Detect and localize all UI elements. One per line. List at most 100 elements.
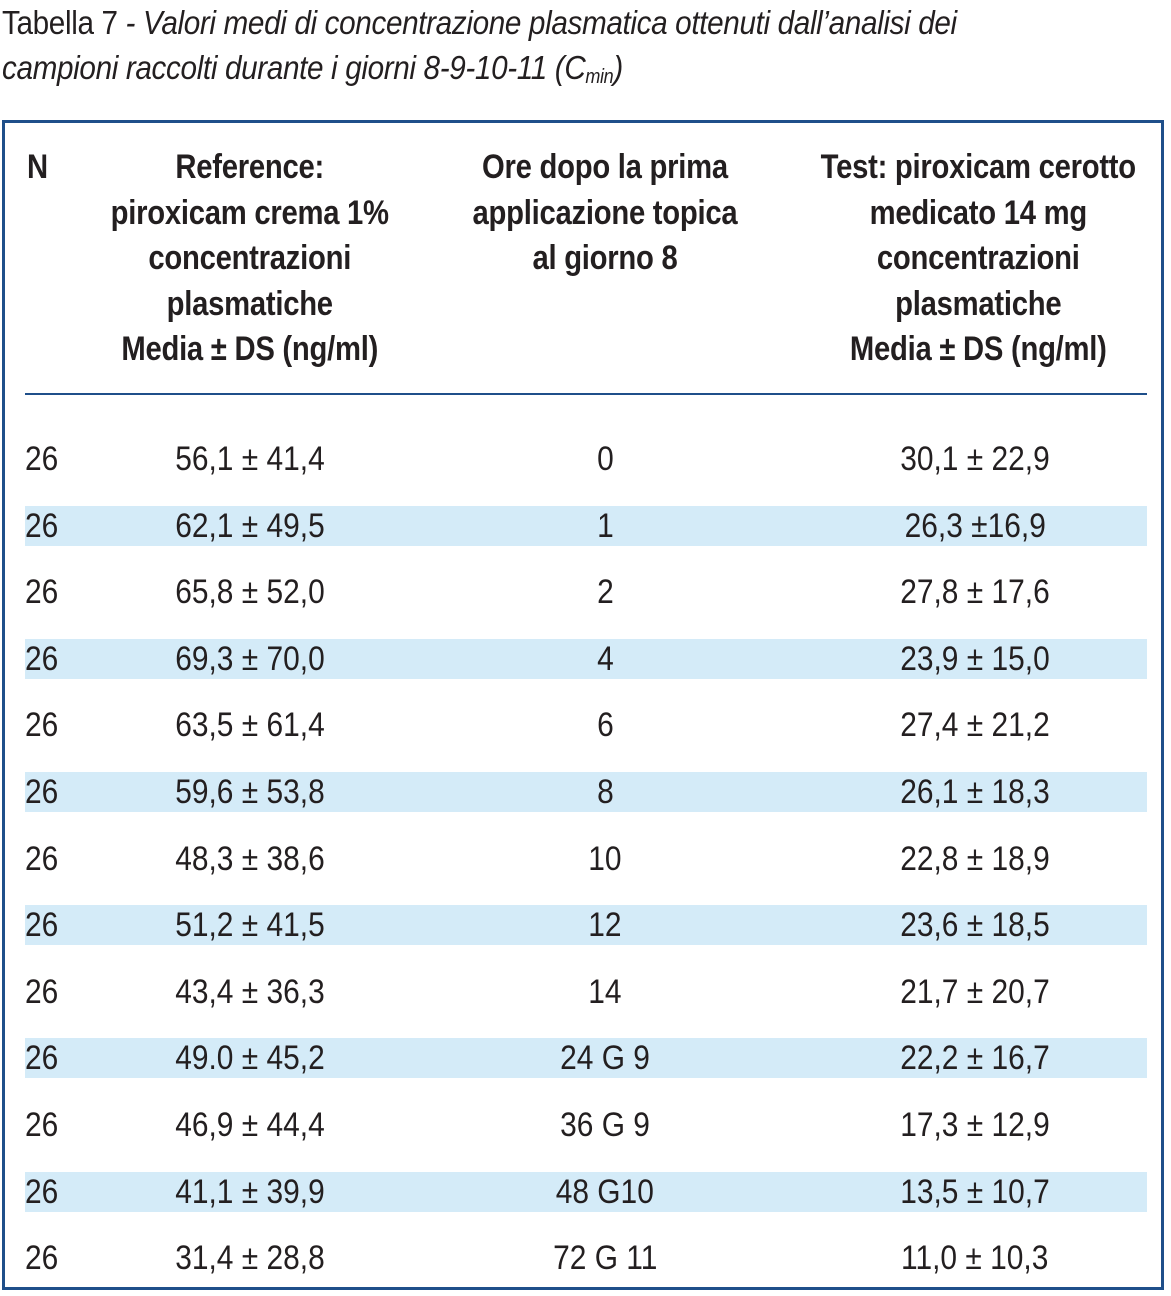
cell-n: 26 xyxy=(25,904,85,946)
cell-test: 23,9 ± 15,0 xyxy=(800,638,1150,680)
cell-n-text: 26 xyxy=(25,972,59,1011)
cell-ore-text: 14 xyxy=(588,972,622,1011)
row-shading xyxy=(25,1038,1147,1079)
header-ore-line: applicazione topica xyxy=(472,193,738,232)
cell-ore-text: 0 xyxy=(596,440,614,478)
cell-test-text: 27,4 ± 21,2 xyxy=(900,706,1050,745)
cell-ore-text: 24 G 9 xyxy=(560,1039,650,1078)
cell-test: 26,3 ±16,9 xyxy=(800,505,1150,547)
cell-test: 13,5 ± 10,7 xyxy=(800,1171,1150,1213)
table-row: 26 51,2 ± 41,5 12 23,6 ± 18,5 xyxy=(25,891,1147,958)
cell-test-text: 22,2 ± 16,7 xyxy=(900,1039,1050,1078)
header-reference-line: Reference: xyxy=(175,148,325,186)
cell-test: 23,6 ± 18,5 xyxy=(800,904,1150,946)
row-shading xyxy=(25,1171,1147,1212)
table-row: 26 48,3 ± 38,6 10 22,8 ± 18,9 xyxy=(25,825,1147,892)
cell-test: 30,1 ± 22,9 xyxy=(800,438,1150,480)
cell-reference-text: 63,5 ± 61,4 xyxy=(175,706,325,745)
cell-n-text: 26 xyxy=(25,1172,59,1211)
cell-ore: 48 G10 xyxy=(430,1171,780,1213)
cell-n: 26 xyxy=(25,771,85,813)
cell-reference-text: 56,1 ± 41,4 xyxy=(175,440,325,478)
header-reference-line: plasmatiche xyxy=(166,284,334,323)
cell-test-text: 17,3 ± 12,9 xyxy=(900,1105,1050,1144)
cell-ore-text: 4 xyxy=(596,639,614,678)
cell-test-text: 22,8 ± 18,9 xyxy=(900,839,1050,878)
cell-test: 22,8 ± 18,9 xyxy=(800,838,1150,880)
cell-ore: 10 xyxy=(430,838,780,880)
cell-reference-text: 69,3 ± 70,0 xyxy=(175,639,325,678)
cell-reference-text: 31,4 ± 28,8 xyxy=(175,1239,325,1278)
header-test-line: plasmatiche xyxy=(895,284,1062,323)
caption-description-line-1: Valori medi di concentrazione plasmatica… xyxy=(142,4,957,41)
table-caption: Tabella 7 - Valori medi di concentrazion… xyxy=(2,0,1051,90)
header-test-line: Test: piroxicam cerotto xyxy=(820,148,1137,186)
cell-reference: 59,6 ± 53,8 xyxy=(75,771,425,813)
cell-n-text: 26 xyxy=(25,1105,59,1144)
cell-n: 26 xyxy=(25,638,85,680)
caption-description-line-2-end: ) xyxy=(613,49,623,86)
cell-test-text: 21,7 ± 20,7 xyxy=(900,972,1050,1011)
cell-n-text: 26 xyxy=(25,506,59,545)
cell-n-text: 26 xyxy=(25,772,59,811)
table-row: 26 56,1 ± 41,4 0 30,1 ± 22,9 xyxy=(25,425,1147,492)
cell-n-text: 26 xyxy=(25,639,59,678)
table-frame: N Reference: piroxicam crema 1% concentraz… xyxy=(2,120,1164,1290)
table-row: 26 49.0 ± 45,2 24 G 9 22,2 ± 16,7 xyxy=(25,1024,1147,1091)
cell-test-text: 23,9 ± 15,0 xyxy=(900,639,1050,678)
cell-reference: 43,4 ± 36,3 xyxy=(75,971,425,1013)
cell-ore-text: 10 xyxy=(588,839,622,878)
cell-ore-text: 8 xyxy=(596,772,614,811)
cell-test-text: 30,1 ± 22,9 xyxy=(900,440,1050,478)
cell-reference-text: 43,4 ± 36,3 xyxy=(175,972,325,1011)
header-reference-line: concentrazioni xyxy=(148,239,352,277)
cell-test-text: 23,6 ± 18,5 xyxy=(900,906,1050,945)
cell-n-text: 26 xyxy=(25,906,59,945)
caption-label: Tabella 7 xyxy=(2,4,118,41)
cell-test: 11,0 ± 10,3 xyxy=(800,1237,1150,1279)
caption-description-line-2: campioni raccolti durante i giorni 8-9-1… xyxy=(2,49,586,86)
cell-ore: 6 xyxy=(430,704,780,746)
cell-reference: 41,1 ± 39,9 xyxy=(75,1171,425,1213)
cell-ore: 24 G 9 xyxy=(430,1037,780,1079)
header-reference: Reference: piroxicam crema 1% concentrazio… xyxy=(60,145,440,373)
cell-n: 26 xyxy=(25,1237,85,1279)
cell-n: 26 xyxy=(25,1171,85,1213)
row-shading xyxy=(25,505,1147,546)
header-reference-line: Media ± DS (ng/ml) xyxy=(121,330,379,368)
cell-n-text: 26 xyxy=(25,1239,59,1278)
cell-ore: 8 xyxy=(430,771,780,813)
header-n-line: N xyxy=(27,148,48,186)
table-row: 26 31,4 ± 28,8 72 G 11 11,0 ± 10,3 xyxy=(25,1224,1147,1291)
cell-n-text: 26 xyxy=(25,839,59,878)
cell-ore: 72 G 11 xyxy=(430,1237,780,1279)
cell-n: 26 xyxy=(25,704,85,746)
cell-reference-text: 49.0 ± 45,2 xyxy=(175,1039,325,1078)
cell-ore: 36 G 9 xyxy=(430,1104,780,1146)
cell-ore: 12 xyxy=(430,904,780,946)
header-divider xyxy=(25,393,1147,395)
cell-n-text: 26 xyxy=(25,440,59,478)
table-header: N Reference: piroxicam crema 1% concentraz… xyxy=(5,123,1161,395)
cell-ore: 1 xyxy=(430,505,780,547)
header-test: Test: piroxicam cerotto medicato 14 mg con… xyxy=(795,145,1155,373)
cell-n-text: 26 xyxy=(25,573,59,612)
row-shading xyxy=(25,771,1147,812)
cell-n: 26 xyxy=(25,438,85,480)
header-ore: Ore dopo la prima applicazione topica al g… xyxy=(425,145,785,282)
header-test-line: concentrazioni xyxy=(876,239,1080,277)
cell-test-text: 13,5 ± 10,7 xyxy=(900,1172,1050,1211)
cell-n: 26 xyxy=(25,838,85,880)
cell-reference-text: 48,3 ± 38,6 xyxy=(175,839,325,878)
header-ore-line: Ore dopo la prima xyxy=(482,148,728,186)
cell-reference: 69,3 ± 70,0 xyxy=(75,638,425,680)
cell-n-text: 26 xyxy=(25,706,59,745)
header-ore-line: al giorno 8 xyxy=(532,239,678,277)
cell-ore-text: 36 G 9 xyxy=(560,1105,650,1144)
header-n: N xyxy=(27,145,57,191)
table-row: 26 63,5 ± 61,4 6 27,4 ± 21,2 xyxy=(25,691,1147,758)
cell-test-text: 11,0 ± 10,3 xyxy=(901,1239,1049,1278)
table-row: 26 41,1 ± 39,9 48 G10 13,5 ± 10,7 xyxy=(25,1158,1147,1225)
cell-reference-text: 51,2 ± 41,5 xyxy=(175,906,325,945)
table-row: 26 69,3 ± 70,0 4 23,9 ± 15,0 xyxy=(25,625,1147,692)
